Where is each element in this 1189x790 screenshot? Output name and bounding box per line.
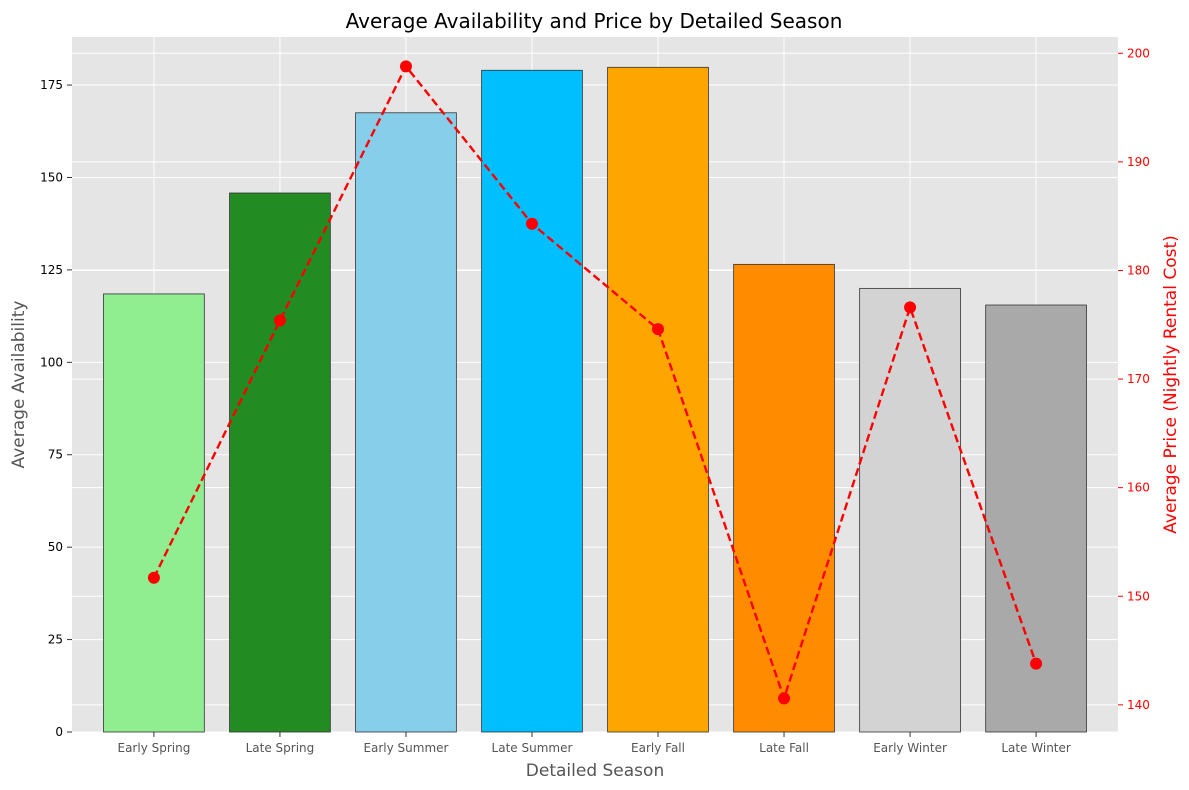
plot-area — [72, 37, 1118, 732]
bar — [103, 293, 205, 733]
x-tick-label: Early Summer — [363, 741, 448, 755]
chart-title: Average Availability and Price by Detail… — [346, 9, 843, 33]
price-point — [1030, 657, 1043, 670]
left-axis: 0 25 50 75 100 125 150 175 — [40, 78, 72, 739]
bar — [859, 287, 961, 733]
right-tick-label: 200 — [1127, 46, 1150, 60]
bar — [481, 69, 583, 733]
right-axis: 140 150 160 170 180 190 200 — [1118, 46, 1150, 712]
price-point — [652, 323, 665, 336]
price-point — [904, 301, 917, 314]
bars — [103, 66, 1087, 733]
right-tick-label: 170 — [1127, 372, 1150, 386]
bar — [733, 263, 835, 733]
right-tick-label: 140 — [1127, 698, 1150, 712]
left-tick-label: 25 — [48, 633, 63, 647]
x-tick-label: Late Winter — [1001, 741, 1071, 755]
left-tick-label: 75 — [48, 448, 63, 462]
left-tick-label: 0 — [55, 725, 63, 739]
left-tick-label: 50 — [48, 540, 63, 554]
price-point — [525, 217, 538, 230]
right-tick-label: 190 — [1127, 155, 1150, 169]
y2-axis-title: Average Price (Nightly Rental Cost) — [1161, 235, 1181, 534]
x-tick-label: Early Winter — [873, 741, 947, 755]
left-tick-label: 125 — [40, 263, 63, 277]
left-tick-label: 175 — [40, 78, 63, 92]
price-line-path — [152, 64, 1038, 703]
bar — [229, 192, 331, 733]
y-axis-title: Average Availability — [9, 301, 29, 469]
price-point — [778, 692, 791, 705]
left-tick-label: 100 — [40, 355, 63, 369]
x-axis-title: Detailed Season — [526, 761, 664, 781]
bar — [607, 66, 709, 733]
right-tick-label: 160 — [1127, 481, 1150, 495]
x-tick-label: Early Spring — [117, 741, 190, 755]
right-tick-label: 150 — [1127, 589, 1150, 603]
right-tick-label: 180 — [1127, 263, 1150, 277]
x-tick-label: Late Spring — [246, 741, 315, 755]
price-point — [273, 314, 286, 327]
price-line — [147, 60, 1043, 705]
x-tick-label: Late Summer — [492, 741, 573, 755]
bar — [355, 112, 457, 733]
x-tick-label: Early Fall — [631, 741, 685, 755]
left-tick-label: 150 — [40, 170, 63, 184]
x-axis: Early Spring Late Spring Early Summer Late … — [117, 732, 1071, 755]
price-point — [147, 571, 160, 584]
price-point — [399, 60, 412, 73]
x-tick-label: Late Fall — [759, 741, 809, 755]
